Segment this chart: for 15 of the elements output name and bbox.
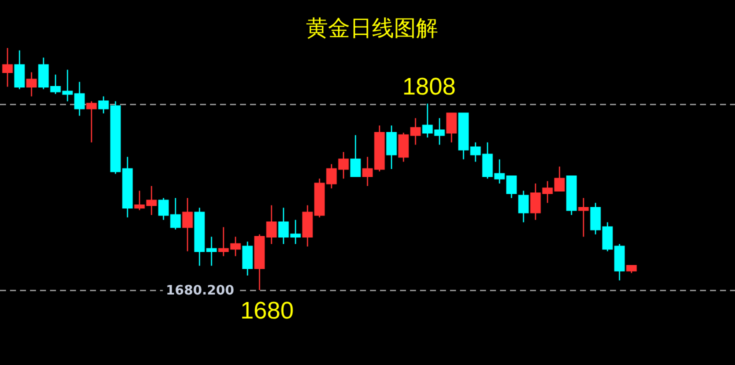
candlestick: [14, 50, 25, 90]
candlestick: [350, 134, 361, 178]
candlestick: [86, 100, 97, 143]
candlestick: [386, 124, 397, 170]
chart-title: 黄金日线图解: [306, 16, 438, 42]
candlestick: [446, 112, 457, 143]
annotation: 1808: [402, 73, 456, 100]
candlestick: [578, 197, 589, 238]
candlestick: [242, 241, 253, 276]
text: 1680: [240, 298, 294, 325]
annotation: 1680.200: [166, 283, 234, 298]
candlestick: [26, 72, 37, 97]
candlestick: [518, 190, 529, 223]
candlestick: [182, 197, 193, 252]
candlestick: [2, 47, 13, 88]
